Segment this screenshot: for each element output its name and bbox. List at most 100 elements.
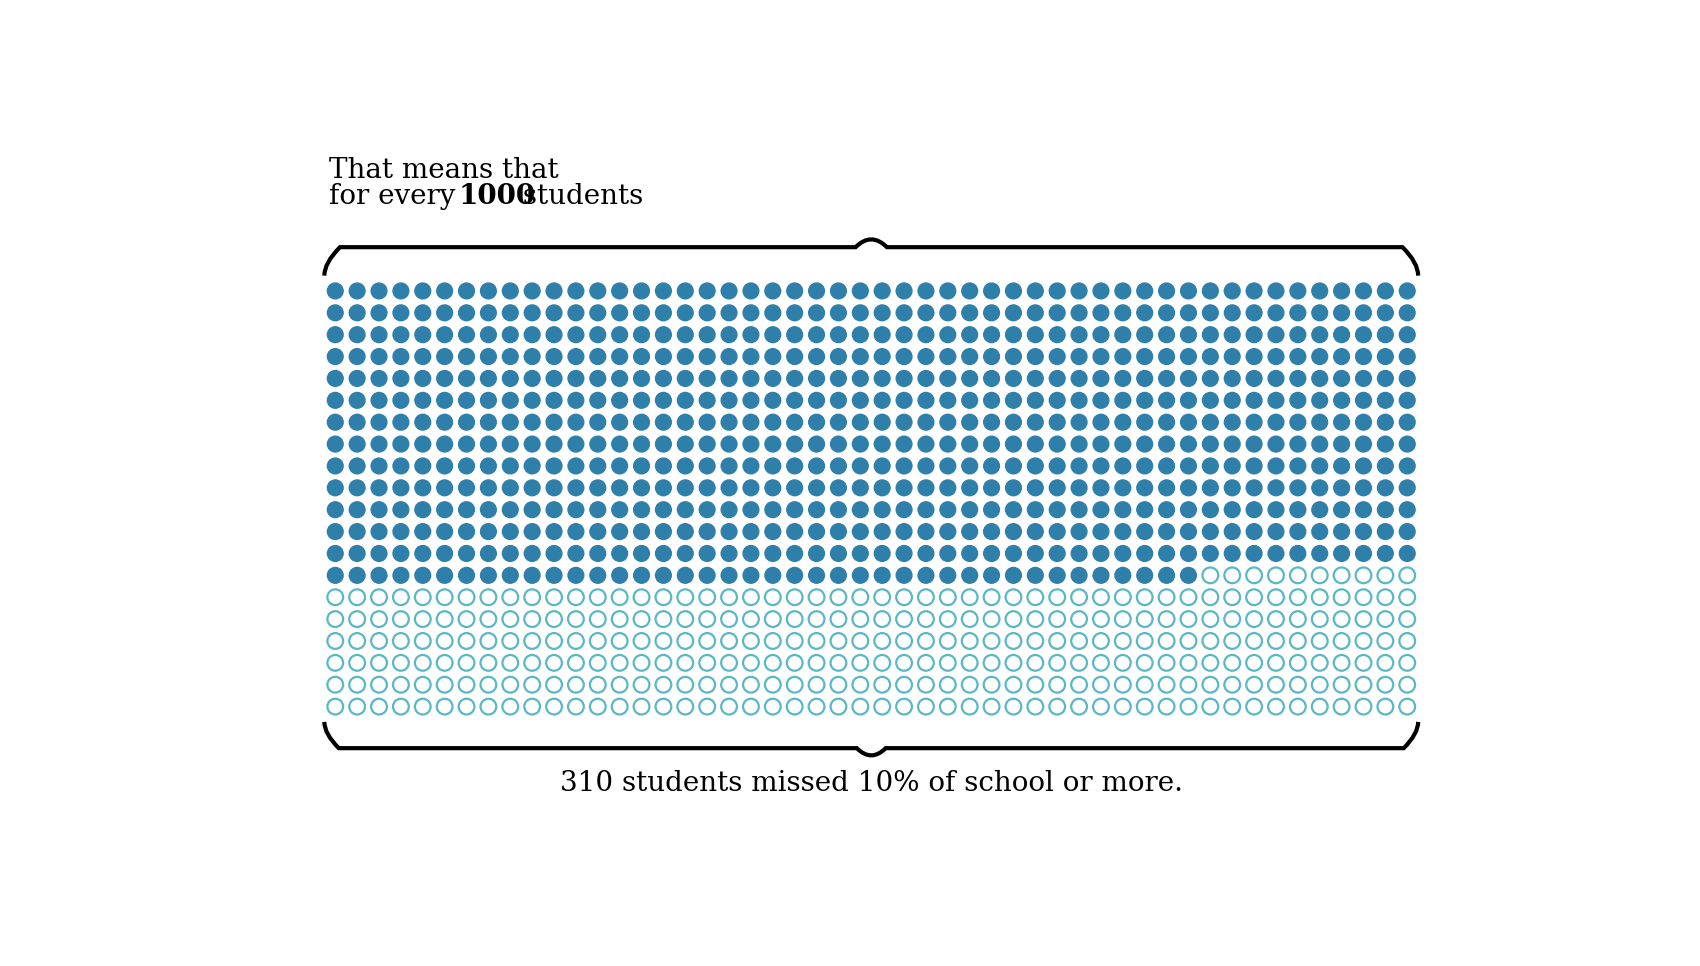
Circle shape	[852, 349, 869, 364]
Circle shape	[1049, 283, 1066, 298]
Circle shape	[1246, 371, 1261, 386]
Circle shape	[371, 283, 388, 298]
Circle shape	[918, 305, 933, 321]
Circle shape	[1224, 327, 1239, 343]
Circle shape	[1115, 327, 1130, 343]
Circle shape	[1290, 392, 1306, 409]
Circle shape	[546, 392, 563, 409]
Circle shape	[984, 392, 1000, 409]
Circle shape	[546, 327, 563, 343]
Circle shape	[1355, 305, 1372, 321]
Circle shape	[612, 327, 627, 343]
Circle shape	[1006, 305, 1022, 321]
Circle shape	[1027, 437, 1044, 452]
Circle shape	[1312, 501, 1328, 518]
Circle shape	[459, 349, 474, 364]
Circle shape	[1268, 414, 1284, 430]
Circle shape	[809, 546, 824, 561]
Circle shape	[1290, 414, 1306, 430]
Circle shape	[1399, 480, 1414, 496]
Circle shape	[1027, 414, 1044, 430]
Circle shape	[1355, 414, 1372, 430]
Circle shape	[568, 327, 583, 343]
Circle shape	[656, 283, 672, 298]
Circle shape	[546, 371, 563, 386]
Circle shape	[1312, 437, 1328, 452]
Circle shape	[371, 414, 388, 430]
Circle shape	[896, 327, 911, 343]
Circle shape	[1049, 480, 1066, 496]
Circle shape	[874, 501, 891, 518]
Circle shape	[1268, 305, 1284, 321]
Circle shape	[612, 305, 627, 321]
Circle shape	[743, 567, 758, 583]
Circle shape	[721, 371, 736, 386]
Circle shape	[1312, 414, 1328, 430]
Circle shape	[721, 524, 736, 539]
Circle shape	[1006, 349, 1022, 364]
Circle shape	[1268, 349, 1284, 364]
Circle shape	[459, 437, 474, 452]
Circle shape	[1006, 567, 1022, 583]
Circle shape	[393, 546, 408, 561]
Circle shape	[677, 392, 694, 409]
Circle shape	[1224, 524, 1239, 539]
Circle shape	[896, 458, 911, 474]
Circle shape	[393, 480, 408, 496]
Circle shape	[962, 458, 978, 474]
Circle shape	[1312, 546, 1328, 561]
Circle shape	[721, 437, 736, 452]
Circle shape	[393, 305, 408, 321]
Circle shape	[1377, 305, 1394, 321]
Circle shape	[546, 414, 563, 430]
Circle shape	[1355, 437, 1372, 452]
Circle shape	[328, 458, 343, 474]
Circle shape	[1334, 283, 1350, 298]
Circle shape	[459, 305, 474, 321]
Circle shape	[503, 546, 518, 561]
Circle shape	[962, 283, 978, 298]
Circle shape	[677, 524, 694, 539]
Circle shape	[1093, 349, 1108, 364]
Circle shape	[612, 392, 627, 409]
Circle shape	[1377, 524, 1394, 539]
Circle shape	[765, 501, 780, 518]
Circle shape	[524, 480, 541, 496]
Circle shape	[590, 349, 605, 364]
Circle shape	[896, 524, 911, 539]
Circle shape	[787, 283, 802, 298]
Circle shape	[677, 283, 694, 298]
Circle shape	[656, 392, 672, 409]
Circle shape	[809, 437, 824, 452]
Circle shape	[1312, 349, 1328, 364]
Circle shape	[787, 567, 802, 583]
Circle shape	[721, 392, 736, 409]
Circle shape	[809, 458, 824, 474]
Circle shape	[524, 437, 541, 452]
Circle shape	[612, 414, 627, 430]
Circle shape	[699, 567, 716, 583]
Circle shape	[612, 567, 627, 583]
Circle shape	[699, 480, 716, 496]
Circle shape	[503, 501, 518, 518]
Circle shape	[437, 305, 452, 321]
Circle shape	[1006, 392, 1022, 409]
Circle shape	[721, 414, 736, 430]
Circle shape	[415, 567, 430, 583]
Circle shape	[1312, 371, 1328, 386]
Circle shape	[1093, 283, 1108, 298]
Circle shape	[1268, 546, 1284, 561]
Circle shape	[437, 567, 452, 583]
Circle shape	[1355, 349, 1372, 364]
Circle shape	[918, 392, 933, 409]
Circle shape	[1377, 501, 1394, 518]
Circle shape	[677, 546, 694, 561]
Circle shape	[918, 371, 933, 386]
Circle shape	[1027, 283, 1044, 298]
Circle shape	[1159, 371, 1175, 386]
Circle shape	[918, 327, 933, 343]
Circle shape	[677, 437, 694, 452]
Circle shape	[940, 567, 955, 583]
Circle shape	[1027, 371, 1044, 386]
Circle shape	[962, 414, 978, 430]
